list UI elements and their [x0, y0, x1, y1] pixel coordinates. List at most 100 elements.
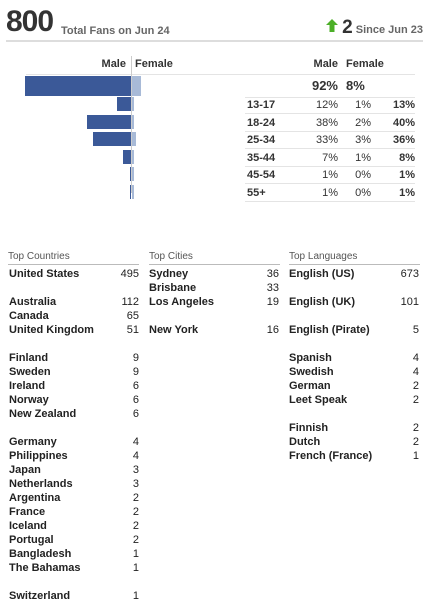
countries-item-value: 6: [132, 408, 139, 420]
cities-item-name: New York: [149, 324, 199, 336]
countries-item-name: United States: [9, 268, 80, 280]
gender-row-divider: [245, 130, 415, 132]
gender-header-divider: [26, 74, 415, 75]
countries-item-value: 3: [132, 464, 139, 476]
age-range-label: 25-34: [247, 134, 276, 146]
age-male-percent: 12%: [315, 99, 338, 111]
countries-item-value: 2: [132, 492, 139, 504]
countries-item-value: 1: [132, 562, 139, 574]
countries-item-name: Australia: [9, 296, 57, 308]
languages-item-value: 2: [412, 394, 419, 406]
age-male-bar: [93, 132, 131, 146]
cities-item-value: 19: [266, 296, 279, 308]
countries-item-name: The Bahamas: [9, 562, 81, 574]
countries-item-value: 51: [126, 324, 139, 336]
overall-female-percent: 8%: [346, 78, 365, 93]
countries-item-name: Norway: [9, 394, 49, 406]
countries-item-name: Germany: [9, 436, 57, 448]
countries-item-value: 4: [132, 436, 139, 448]
languages-item-value: 673: [400, 268, 419, 280]
fan-change-indicator: 2 Since Jun 23: [326, 17, 423, 38]
languages-item-name: French (France): [289, 450, 373, 462]
countries-item-value: 2: [132, 534, 139, 546]
age-total-percent: 1%: [399, 186, 415, 199]
countries-item-name: Philippines: [9, 450, 68, 462]
countries-item-name: Sweden: [9, 366, 51, 378]
languages-item-name: English (US): [289, 268, 355, 280]
cities-item-value: 36: [266, 268, 279, 280]
cities-item-name: Brisbane: [149, 282, 197, 294]
gender-row-divider: [245, 165, 415, 167]
languages-item-name: English (Pirate): [289, 324, 370, 336]
languages-item-name: Leet Speak: [289, 394, 348, 406]
age-female-percent: 0%: [355, 186, 371, 199]
countries-item-name: Portugal: [9, 534, 54, 546]
overall-male-bar: [25, 76, 131, 96]
languages-item-value: 5: [412, 324, 419, 336]
age-total-percent: 36%: [392, 134, 415, 146]
age-male-percent: 1%: [322, 186, 338, 199]
age-range-label: 35-44: [247, 151, 276, 164]
languages-item-value: 101: [400, 296, 419, 308]
age-male-bar: [129, 184, 131, 199]
age-male-bar: [122, 149, 131, 164]
countries-item-value: 6: [132, 394, 139, 406]
age-female-bar: [132, 97, 134, 111]
countries-item-value: 9: [132, 366, 139, 378]
countries-item-value: 4: [132, 450, 139, 462]
top-languages-title: Top Languages: [289, 251, 358, 262]
countries-item-name: New Zealand: [9, 408, 77, 420]
age-range-label: 55+: [247, 186, 266, 199]
age-total-percent: 40%: [392, 116, 415, 129]
age-female-bar: [132, 149, 134, 164]
cities-item-value: 33: [266, 282, 279, 294]
countries-item-name: Japan: [9, 464, 41, 476]
countries-item-value: 1: [132, 548, 139, 560]
languages-item-value: 4: [412, 366, 419, 378]
countries-item-name: France: [9, 506, 46, 518]
female-bar-header: Female: [135, 58, 173, 70]
age-female-bar: [132, 114, 135, 129]
total-fans-label: Total Fans on Jun 24: [61, 25, 170, 37]
countries-item-value: 495: [120, 268, 139, 280]
gender-axis-line: [131, 56, 132, 193]
age-total-percent: 1%: [399, 169, 415, 181]
countries-item-name: Ireland: [9, 380, 46, 392]
overall-female-bar: [132, 76, 142, 96]
age-male-bar: [117, 97, 131, 111]
countries-item-value: 112: [121, 296, 139, 308]
age-female-percent: 3%: [355, 134, 371, 146]
countries-item-name: Canada: [9, 310, 49, 322]
top-cities-title: Top Cities: [149, 251, 193, 262]
age-male-bar: [87, 114, 131, 129]
countries-item-value: 65: [126, 310, 139, 322]
fan-change-value: 2: [342, 17, 353, 38]
age-range-label: 18-24: [247, 116, 276, 129]
male-bar-header: Male: [101, 58, 126, 70]
age-total-percent: 8%: [399, 151, 415, 164]
languages-item-name: German: [289, 380, 331, 392]
languages-item-value: 2: [412, 436, 419, 448]
languages-item-value: 1: [412, 450, 419, 462]
countries-item-name: United Kingdom: [9, 324, 94, 336]
countries-item-name: Argentina: [9, 492, 61, 504]
age-female-percent: 1%: [355, 99, 371, 111]
countries-item-value: 3: [132, 478, 139, 490]
age-male-bar: [129, 167, 131, 181]
countries-item-name: Iceland: [9, 520, 47, 532]
age-male-percent: 7%: [322, 151, 338, 164]
total-fans-count: 800: [6, 5, 54, 38]
countries-item-value: 6: [132, 380, 139, 392]
gender-row-divider: [245, 97, 415, 98]
top-languages-divider: [289, 264, 420, 265]
countries-item-name: Switzerland: [9, 590, 71, 602]
age-total-percent: 13%: [392, 99, 415, 111]
languages-item-name: Finnish: [289, 422, 329, 434]
countries-item-name: Finland: [9, 352, 49, 364]
age-female-bar: [132, 167, 134, 181]
age-female-bar: [132, 132, 136, 146]
languages-item-name: Dutch: [289, 436, 321, 448]
age-female-bar: [132, 184, 134, 199]
top-countries-divider: [8, 264, 139, 265]
countries-item-name: Netherlands: [9, 478, 73, 490]
